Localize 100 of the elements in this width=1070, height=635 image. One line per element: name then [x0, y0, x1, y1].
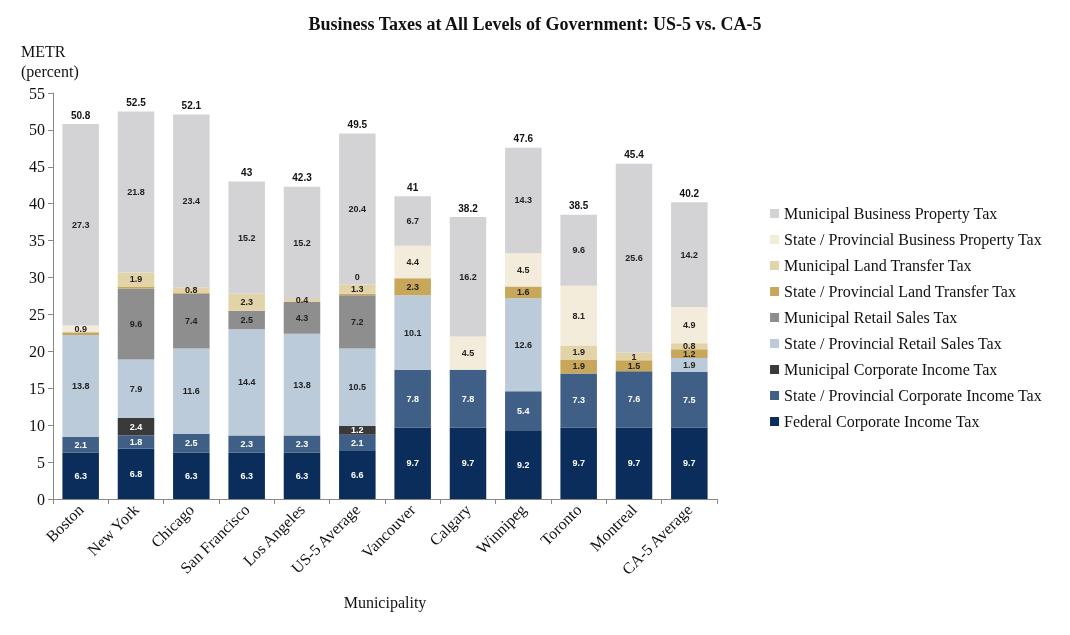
bar [394, 196, 431, 246]
legend-label: Municipal Land Transfer Tax [784, 257, 972, 275]
bar [449, 217, 487, 337]
data-label: 23.4 [182, 195, 201, 206]
y-tick-label: 25 [29, 305, 45, 323]
data-label: 4.5 [461, 348, 475, 359]
bar [117, 359, 155, 418]
bar [671, 202, 708, 308]
data-label: 7.9 [129, 383, 143, 394]
bar [283, 186, 321, 299]
data-label: 1.5 [627, 360, 641, 371]
x-axis-title: Municipality [343, 593, 427, 612]
bar [394, 369, 431, 428]
legend-label: State / Provincial Business Property Tax [784, 231, 1042, 249]
data-label: 6.6 [351, 469, 364, 480]
y-tick-label: 20 [29, 342, 45, 360]
data-label: 5.4 [517, 406, 530, 417]
data-label: 15.2 [293, 237, 311, 248]
data-label: 6.8 [129, 468, 143, 479]
bar [505, 286, 542, 299]
bar [615, 371, 653, 428]
data-label: 1.9 [129, 274, 143, 285]
bar [228, 329, 265, 436]
bar [394, 427, 431, 499]
data-label: 7.6 [627, 394, 641, 405]
data-label: 9.2 [517, 460, 530, 471]
data-label: 6.7 [406, 216, 419, 227]
bar [62, 452, 99, 499]
data-label: 11.6 [182, 386, 200, 397]
total-label: 42.3 [292, 172, 313, 184]
bar [62, 335, 99, 437]
y-tick-label: 10 [29, 416, 45, 434]
bar [62, 124, 99, 326]
data-label: 1 [631, 351, 637, 362]
bar [394, 278, 431, 296]
bar [671, 358, 708, 373]
data-label: 15.2 [237, 232, 256, 243]
bar [449, 369, 487, 428]
total-label: 50.8 [70, 109, 91, 121]
bar [394, 245, 431, 279]
data-label: 13.8 [71, 381, 90, 392]
data-label: 2.1 [351, 437, 364, 448]
data-label: 2.4 [129, 421, 143, 432]
y-tick-label: 55 [29, 84, 45, 102]
data-label: 2.5 [185, 438, 198, 449]
bar [339, 348, 376, 426]
bar [560, 427, 597, 499]
bar [394, 295, 431, 370]
bar [560, 359, 597, 374]
chart-title: Business Taxes at All Levels of Government: US-5 vs. CA-5 [308, 14, 762, 34]
bar [228, 452, 265, 499]
bar [117, 288, 155, 360]
bar [615, 163, 653, 353]
total-label: 45.4 [624, 149, 645, 161]
data-label: 10.1 [403, 327, 422, 338]
data-label: 6.3 [74, 470, 87, 481]
data-label: 2.1 [74, 439, 87, 450]
bar [339, 450, 376, 499]
bar [173, 434, 210, 453]
bar [671, 427, 708, 499]
data-label: 7.4 [185, 316, 198, 327]
data-label: 1.6 [517, 287, 530, 298]
legend-label: State / Provincial Corporate Income Tax [784, 387, 1042, 405]
data-label: 14.4 [237, 377, 256, 388]
bar [117, 448, 155, 499]
data-label: 0 [354, 271, 360, 282]
data-label: 0.8 [185, 285, 198, 296]
bar [283, 452, 321, 499]
data-label: 4.3 [295, 312, 309, 323]
data-label: 14.3 [514, 195, 533, 206]
bar [671, 372, 708, 428]
x-tick-label: New York [84, 500, 143, 559]
data-label: 7.5 [683, 394, 696, 405]
bar [283, 301, 321, 334]
data-label: 27.3 [71, 219, 90, 230]
data-label: 14.2 [680, 249, 699, 260]
data-label: 1.9 [572, 361, 585, 372]
bar [173, 114, 210, 288]
y-tick-label: 5 [37, 453, 45, 471]
bar [615, 427, 653, 499]
data-label: 4.4 [406, 257, 419, 268]
bar [671, 307, 708, 344]
data-label: 2.3 [406, 281, 419, 292]
y-tick-label: 45 [29, 158, 45, 176]
bar [339, 434, 376, 451]
bar [117, 417, 155, 436]
bar [505, 391, 542, 432]
data-label: 1.2 [351, 425, 364, 436]
total-label: 40.2 [679, 187, 700, 199]
bar [505, 147, 542, 254]
bar [228, 310, 265, 330]
data-label: 2.3 [295, 439, 309, 450]
data-label: 6.3 [240, 470, 253, 481]
total-label: 41 [407, 181, 419, 193]
y-tick-label: 15 [29, 379, 45, 397]
total-label: 38.2 [458, 202, 479, 214]
data-label: 7.8 [406, 393, 419, 404]
bar [560, 373, 597, 428]
bar [173, 293, 210, 349]
data-label: 9.7 [461, 458, 475, 469]
